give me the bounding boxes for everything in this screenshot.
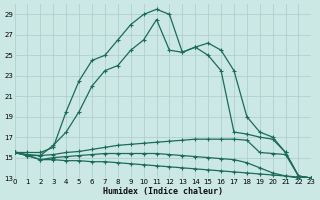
- X-axis label: Humidex (Indice chaleur): Humidex (Indice chaleur): [103, 187, 223, 196]
